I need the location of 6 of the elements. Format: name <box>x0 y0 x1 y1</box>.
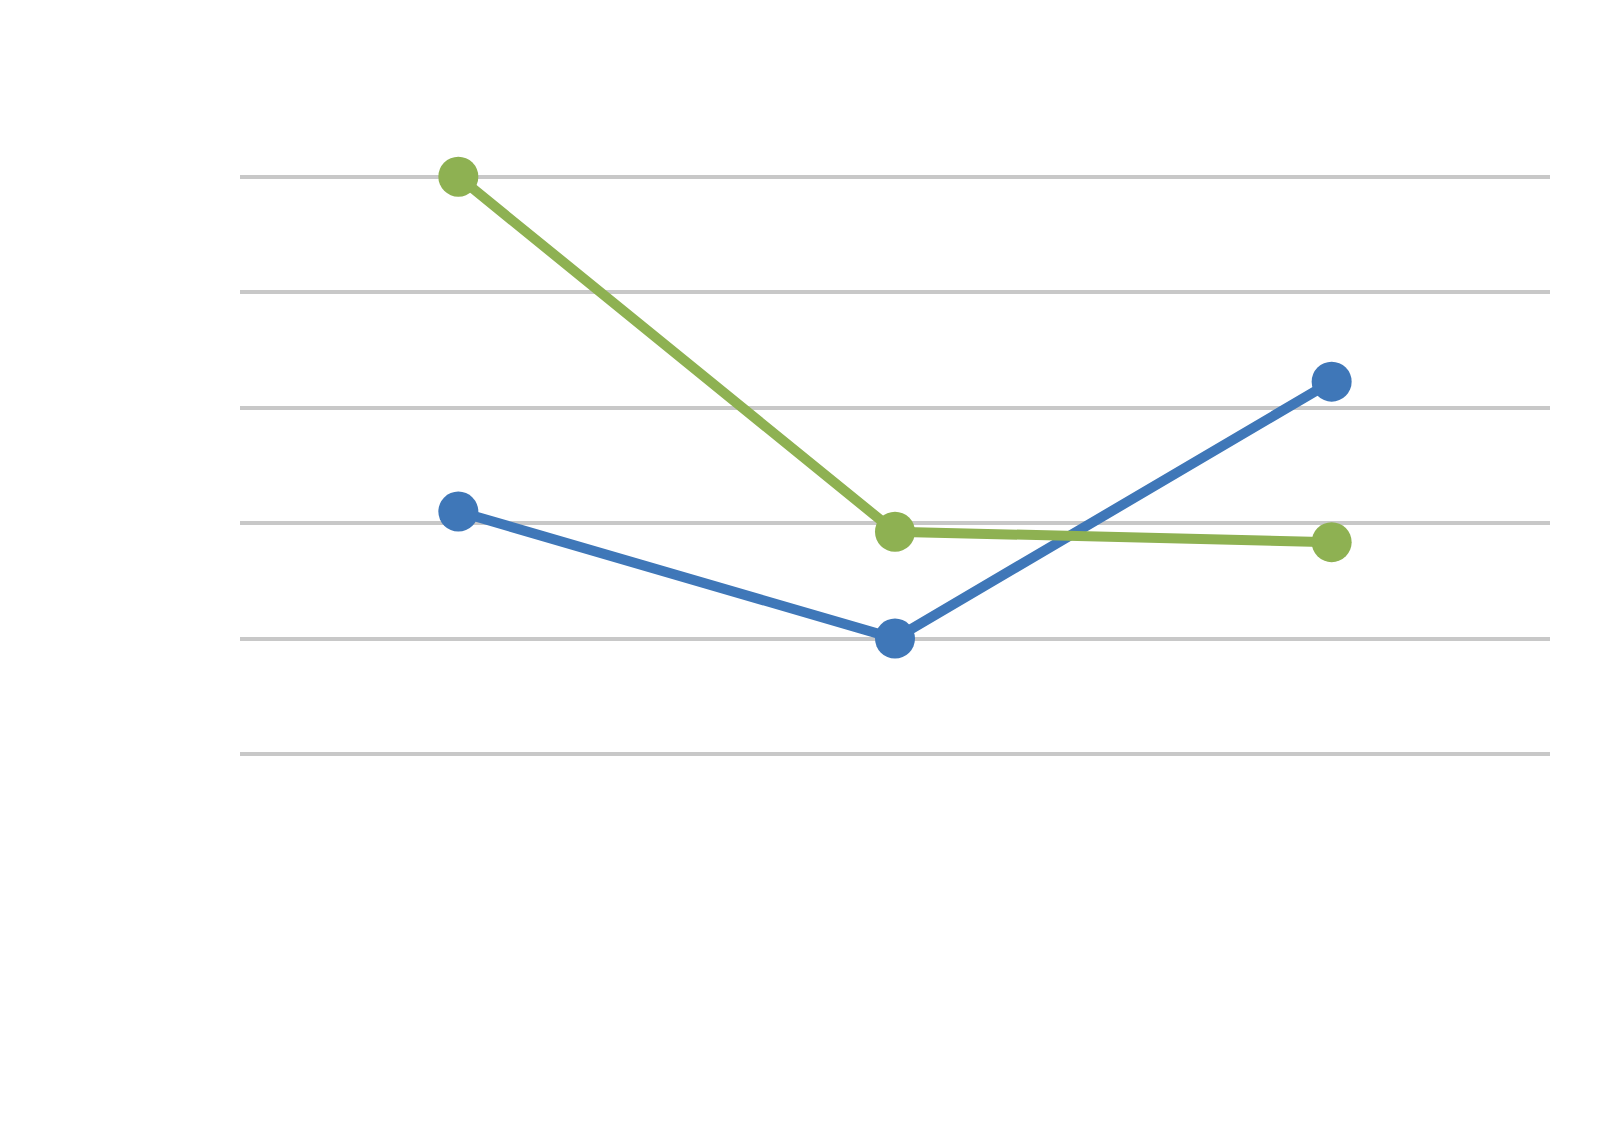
point <box>875 511 915 552</box>
point <box>1311 522 1352 563</box>
point <box>438 156 479 197</box>
point <box>438 491 479 532</box>
point <box>875 618 915 659</box>
point <box>1311 361 1352 402</box>
